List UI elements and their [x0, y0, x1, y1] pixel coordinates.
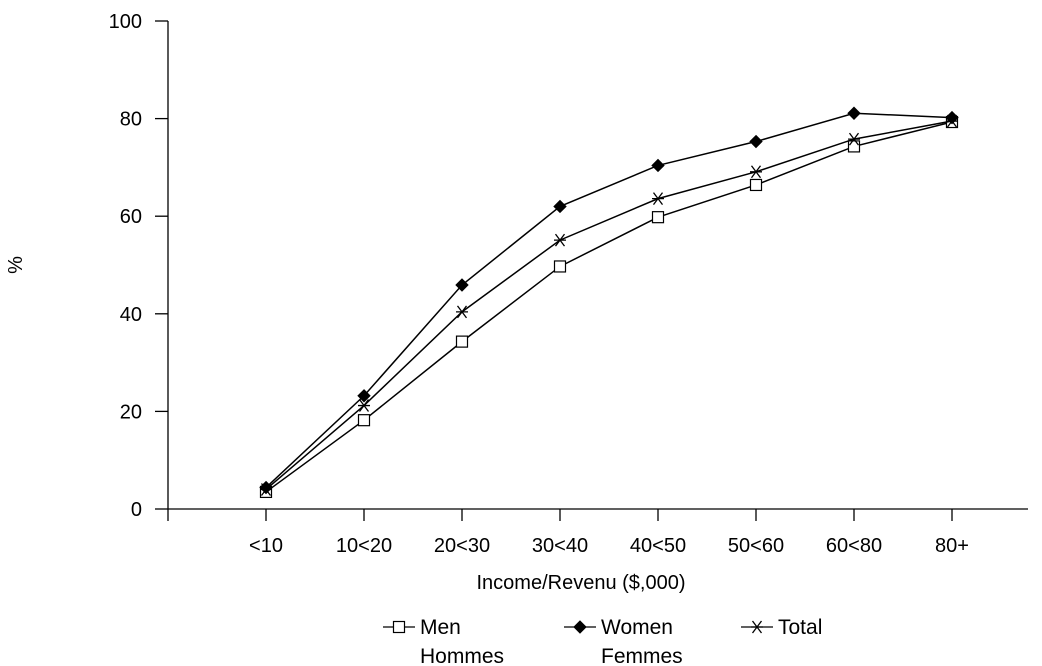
legend-item-total: Total: [741, 616, 822, 639]
data-point: [848, 132, 860, 146]
y-tick-label: 20: [120, 401, 142, 423]
legend-marker: [573, 620, 587, 634]
x-axis-title: Income/Revenu ($,000): [476, 572, 685, 594]
legend-item-men: Men Hommes: [383, 616, 504, 666]
series-line: [265, 121, 953, 493]
x-tick-label: 10<20: [336, 535, 392, 557]
data-point: [946, 114, 958, 128]
data-point: [651, 158, 665, 173]
y-tick-label: 100: [109, 11, 142, 33]
x-tick-label: 30<40: [532, 535, 588, 557]
series-total: [260, 114, 958, 496]
x-axis-ticks: <10 10<20 20<30 30<40 40<50 50<60 60<80 80+: [167, 509, 969, 557]
series-line: [265, 112, 953, 489]
x-tick-label: 40<50: [630, 535, 686, 557]
data-point: [847, 106, 861, 120]
y-tick-label: 40: [120, 304, 142, 326]
x-tick-label: 50<60: [728, 535, 784, 557]
legend-label-secondary: Hommes: [420, 645, 504, 666]
data-point: [652, 192, 664, 206]
x-tick-label: <10: [249, 535, 283, 557]
legend-label: Men: [420, 616, 461, 639]
legend-marker: [392, 620, 406, 634]
data-point: [651, 211, 665, 224]
series-line: [265, 120, 953, 491]
y-tick-label: 80: [120, 109, 142, 131]
data-point: [750, 165, 762, 179]
legend-item-women: Women Femmes: [564, 616, 683, 666]
y-axis-title: %: [5, 256, 27, 274]
data-point: [357, 389, 371, 403]
legend-label: Total: [778, 616, 822, 639]
y-tick-label: 0: [131, 499, 142, 521]
data-point: [554, 233, 566, 247]
data-point: [553, 199, 567, 214]
series-women: [259, 106, 959, 495]
legend-marker: [751, 620, 763, 634]
legend-label: Women: [601, 616, 673, 639]
data-point: [456, 305, 468, 319]
x-tick-label: 80+: [935, 535, 969, 557]
y-axis-ticks: 0 20 40 60 80 100: [109, 11, 168, 521]
x-tick-label: 60<80: [826, 535, 882, 557]
data-point: [749, 178, 763, 192]
data-point: [358, 399, 370, 412]
x-tick-label: 20<30: [434, 535, 490, 557]
data-point: [260, 483, 272, 496]
legend-label-secondary: Femmes: [601, 645, 683, 666]
data-point: [357, 414, 371, 427]
legend: Men Hommes Women Femmes Total: [383, 616, 822, 666]
data-point: [455, 335, 469, 348]
y-tick-label: 60: [120, 206, 142, 228]
data-point: [749, 134, 763, 149]
data-point: [847, 140, 861, 153]
series-men: [259, 115, 959, 499]
series-layer: [259, 106, 959, 499]
data-point: [455, 278, 469, 292]
axes: [167, 21, 1028, 510]
data-point: [553, 260, 567, 273]
